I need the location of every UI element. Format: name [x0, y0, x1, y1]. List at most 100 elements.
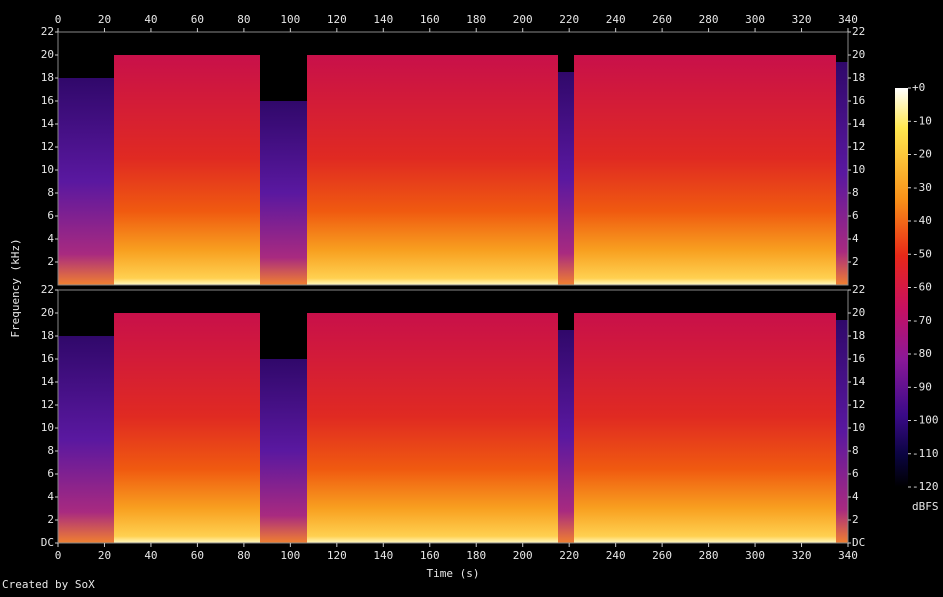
x-tick-label: 80: [237, 13, 250, 26]
y-tick-label: 12: [852, 140, 865, 153]
y-tick-label: 4: [852, 232, 859, 245]
y-tick-label: 6: [852, 467, 859, 480]
colorbar-tick-label: -40: [912, 214, 932, 227]
y-tick-label: 14: [852, 375, 866, 388]
y-tick-label: 14: [41, 117, 55, 130]
colorbar-tick-label: -120: [912, 480, 939, 493]
x-tick-label: 200: [513, 13, 533, 26]
colorbar-tick-label: -20: [912, 148, 932, 161]
y-tick-label: 10: [41, 163, 54, 176]
y-tick-label: 10: [852, 421, 865, 434]
y-tick-label: 2: [852, 513, 859, 526]
x-tick-label: 300: [745, 549, 765, 562]
y-tick-label: 8: [47, 444, 54, 457]
x-tick-label: 220: [559, 549, 579, 562]
y-tick-label: 2: [47, 255, 54, 268]
x-tick-label: 280: [699, 549, 719, 562]
x-tick-label: 160: [420, 13, 440, 26]
y-tick-label: 16: [41, 352, 54, 365]
y-tick-label: 22: [852, 25, 865, 38]
colorbar-tick-label: -100: [912, 414, 939, 427]
y-tick-label: 8: [47, 186, 54, 199]
x-tick-label: 20: [98, 549, 111, 562]
x-tick-label: 320: [792, 13, 812, 26]
y-tick-label: 22: [41, 283, 54, 296]
x-tick-label: 60: [191, 13, 204, 26]
x-tick-label: 100: [280, 549, 300, 562]
x-tick-label: 240: [606, 549, 626, 562]
x-tick-label: 20: [98, 13, 111, 26]
y-tick-label: DC: [852, 536, 865, 549]
x-axis-label: Time (s): [427, 567, 480, 580]
colorbar-tick-label: -90: [912, 380, 932, 393]
x-tick-label: 340: [838, 549, 858, 562]
x-tick-label: 0: [55, 549, 62, 562]
y-tick-label: 12: [41, 140, 54, 153]
x-tick-label: 140: [373, 13, 393, 26]
colorbar-tick-label: -80: [912, 347, 932, 360]
x-tick-label: 280: [699, 13, 719, 26]
colorbar-tick-label: -50: [912, 247, 932, 260]
y-tick-label: 20: [852, 48, 865, 61]
y-tick-label: 22: [852, 283, 865, 296]
y-tick-label: 8: [852, 444, 859, 457]
colorbar-tick-label: -60: [912, 281, 932, 294]
x-tick-label: 260: [652, 13, 672, 26]
y-tick-label: 18: [852, 71, 865, 84]
x-tick-label: 40: [144, 549, 157, 562]
colorbar-tick-label: -30: [912, 181, 932, 194]
x-tick-label: 300: [745, 13, 765, 26]
x-tick-label: 320: [792, 549, 812, 562]
colorbar-tick-label: -110: [912, 447, 939, 460]
x-tick-label: 260: [652, 549, 672, 562]
y-tick-label: 18: [41, 71, 54, 84]
y-tick-label: DC: [41, 536, 54, 549]
colorbar: [895, 88, 908, 487]
y-tick-label: 6: [852, 209, 859, 222]
x-tick-label: 100: [280, 13, 300, 26]
y-tick-label: 22: [41, 25, 54, 38]
x-tick-label: 40: [144, 13, 157, 26]
y-tick-label: 20: [41, 306, 54, 319]
y-tick-label: 2: [47, 513, 54, 526]
y-tick-label: 20: [41, 48, 54, 61]
y-tick-label: 18: [852, 329, 865, 342]
y-tick-label: 14: [852, 117, 866, 130]
x-tick-label: 180: [466, 13, 486, 26]
y-tick-label: 10: [852, 163, 865, 176]
y-tick-label: 16: [41, 94, 54, 107]
y-tick-label: 8: [852, 186, 859, 199]
x-tick-label: 120: [327, 13, 347, 26]
x-tick-label: 80: [237, 549, 250, 562]
panel-frame: [57, 289, 849, 544]
colorbar-tick-label: -10: [912, 114, 932, 127]
y-tick-label: 4: [852, 490, 859, 503]
x-tick-label: 120: [327, 549, 347, 562]
colorbar-label: dBFS: [912, 500, 939, 513]
colorbar-tick-label: +0: [912, 81, 925, 94]
y-tick-label: 16: [852, 94, 865, 107]
x-tick-label: 340: [838, 13, 858, 26]
y-tick-label: 6: [47, 209, 54, 222]
colorbar-tick-label: -70: [912, 314, 932, 327]
y-tick-label: 18: [41, 329, 54, 342]
y-tick-label: 12: [852, 398, 865, 411]
x-tick-label: 60: [191, 549, 204, 562]
y-tick-label: 2: [852, 255, 859, 268]
x-tick-label: 140: [373, 549, 393, 562]
x-tick-label: 240: [606, 13, 626, 26]
y-tick-label: 14: [41, 375, 55, 388]
y-tick-label: 4: [47, 490, 54, 503]
y-tick-label: 12: [41, 398, 54, 411]
y-tick-label: 16: [852, 352, 865, 365]
y-tick-label: 4: [47, 232, 54, 245]
y-tick-label: 10: [41, 421, 54, 434]
x-tick-label: 160: [420, 549, 440, 562]
x-tick-label: 220: [559, 13, 579, 26]
footer: Created by SoX: [2, 578, 95, 591]
x-tick-label: 0: [55, 13, 62, 26]
y-tick-label: 20: [852, 306, 865, 319]
y-tick-label: 6: [47, 467, 54, 480]
y-axis-label: Frequency (kHz): [9, 238, 22, 337]
